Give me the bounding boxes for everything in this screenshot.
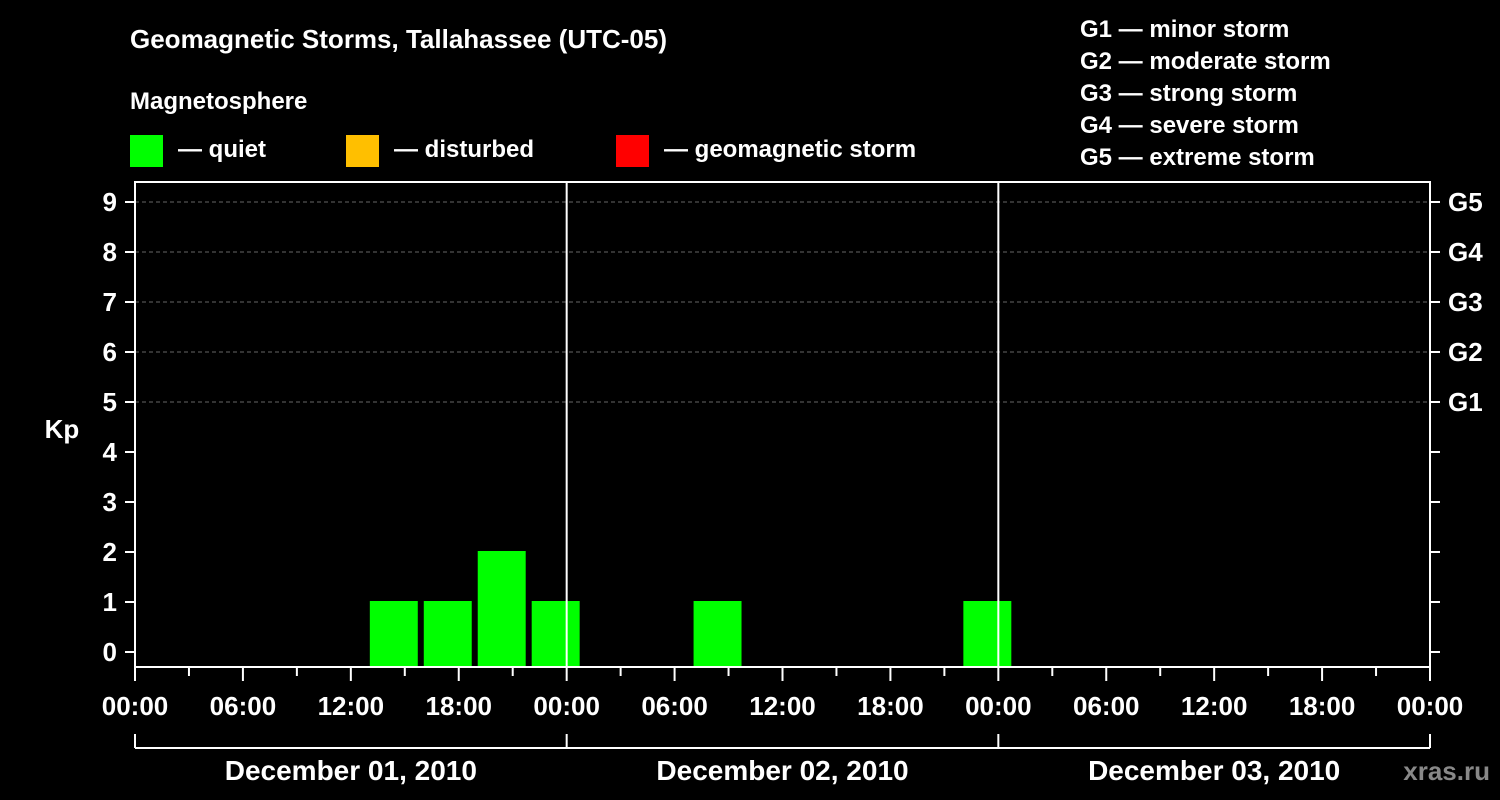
x-tick-label-9: 06:00 [1073,691,1140,721]
y-tick-label-8: 8 [103,237,117,267]
right-label-g2: G2 [1448,337,1483,367]
y-tick-label-4: 4 [103,437,118,467]
right-label-g4: G4 [1448,237,1483,267]
right-label-g1: G1 [1448,387,1483,417]
y-tick-label-3: 3 [103,487,117,517]
y-axis-label: Kp [45,414,80,444]
y-tick-label-0: 0 [103,637,117,667]
legend-title: Magnetosphere [130,88,307,115]
bar-1 [423,601,472,667]
storm-scale-item-5: G5 — extreme storm [1080,144,1315,171]
y-tick-label-5: 5 [103,387,117,417]
right-label-g3: G3 [1448,287,1483,317]
legend-swatch-2 [616,135,649,167]
legend-label-2: — geomagnetic storm [664,136,916,163]
storm-scale-legend: G1 — minor storm G2 — moderate storm G3 — … [1080,16,1331,171]
x-tick-label-4: 00:00 [533,691,600,721]
day-label-1: December 01, 2010 [225,755,477,786]
day-label-2: December 02, 2010 [656,755,908,786]
storm-scale-item-3: G3 — strong storm [1080,80,1297,107]
y-tick-label-7: 7 [103,287,117,317]
watermark: xras.ru [1403,756,1490,786]
storm-scale-item-2: G2 — moderate storm [1080,48,1331,75]
x-tick-label-3: 18:00 [426,691,493,721]
x-tick-label-0: 00:00 [102,691,169,721]
storm-scale-item-1: G1 — minor storm [1080,16,1289,43]
legend-label-0: — quiet [178,136,266,163]
x-tick-label-7: 18:00 [857,691,924,721]
bar-4 [693,601,742,667]
bar-0 [369,601,418,667]
bar-5 [963,601,1012,667]
x-tick-label-1: 06:00 [210,691,277,721]
x-tick-label-2: 12:00 [318,691,385,721]
x-tick-label-12: 00:00 [1397,691,1464,721]
plot-frame [134,181,1431,668]
legend-swatch-0 [130,135,163,167]
x-tick-label-5: 06:00 [641,691,708,721]
x-tick-label-6: 12:00 [749,691,816,721]
x-tick-label-8: 00:00 [965,691,1032,721]
y-tick-label-6: 6 [103,337,117,367]
legend-label-1: — disturbed [394,136,534,163]
y-tick-label-1: 1 [103,587,117,617]
bar-2 [477,551,526,667]
x-tick-label-10: 12:00 [1181,691,1248,721]
plot-area: 0 1 2 3 4 5 6 7 8 9 G1 G2 G3 G4 G5 00:00 06:00 12:00 18:00… [102,181,1483,786]
y-tick-label-9: 9 [103,187,117,217]
y-tick-label-2: 2 [103,537,117,567]
right-label-g5: G5 [1448,187,1483,217]
legend: — quiet — disturbed — geomagnetic storm [130,135,916,167]
chart-title: Geomagnetic Storms, Tallahassee (UTC-05) [130,24,667,54]
legend-swatch-1 [346,135,379,167]
x-tick-label-11: 18:00 [1289,691,1356,721]
storm-scale-item-4: G4 — severe storm [1080,112,1299,139]
day-label-3: December 03, 2010 [1088,755,1340,786]
bar-3 [531,601,580,667]
